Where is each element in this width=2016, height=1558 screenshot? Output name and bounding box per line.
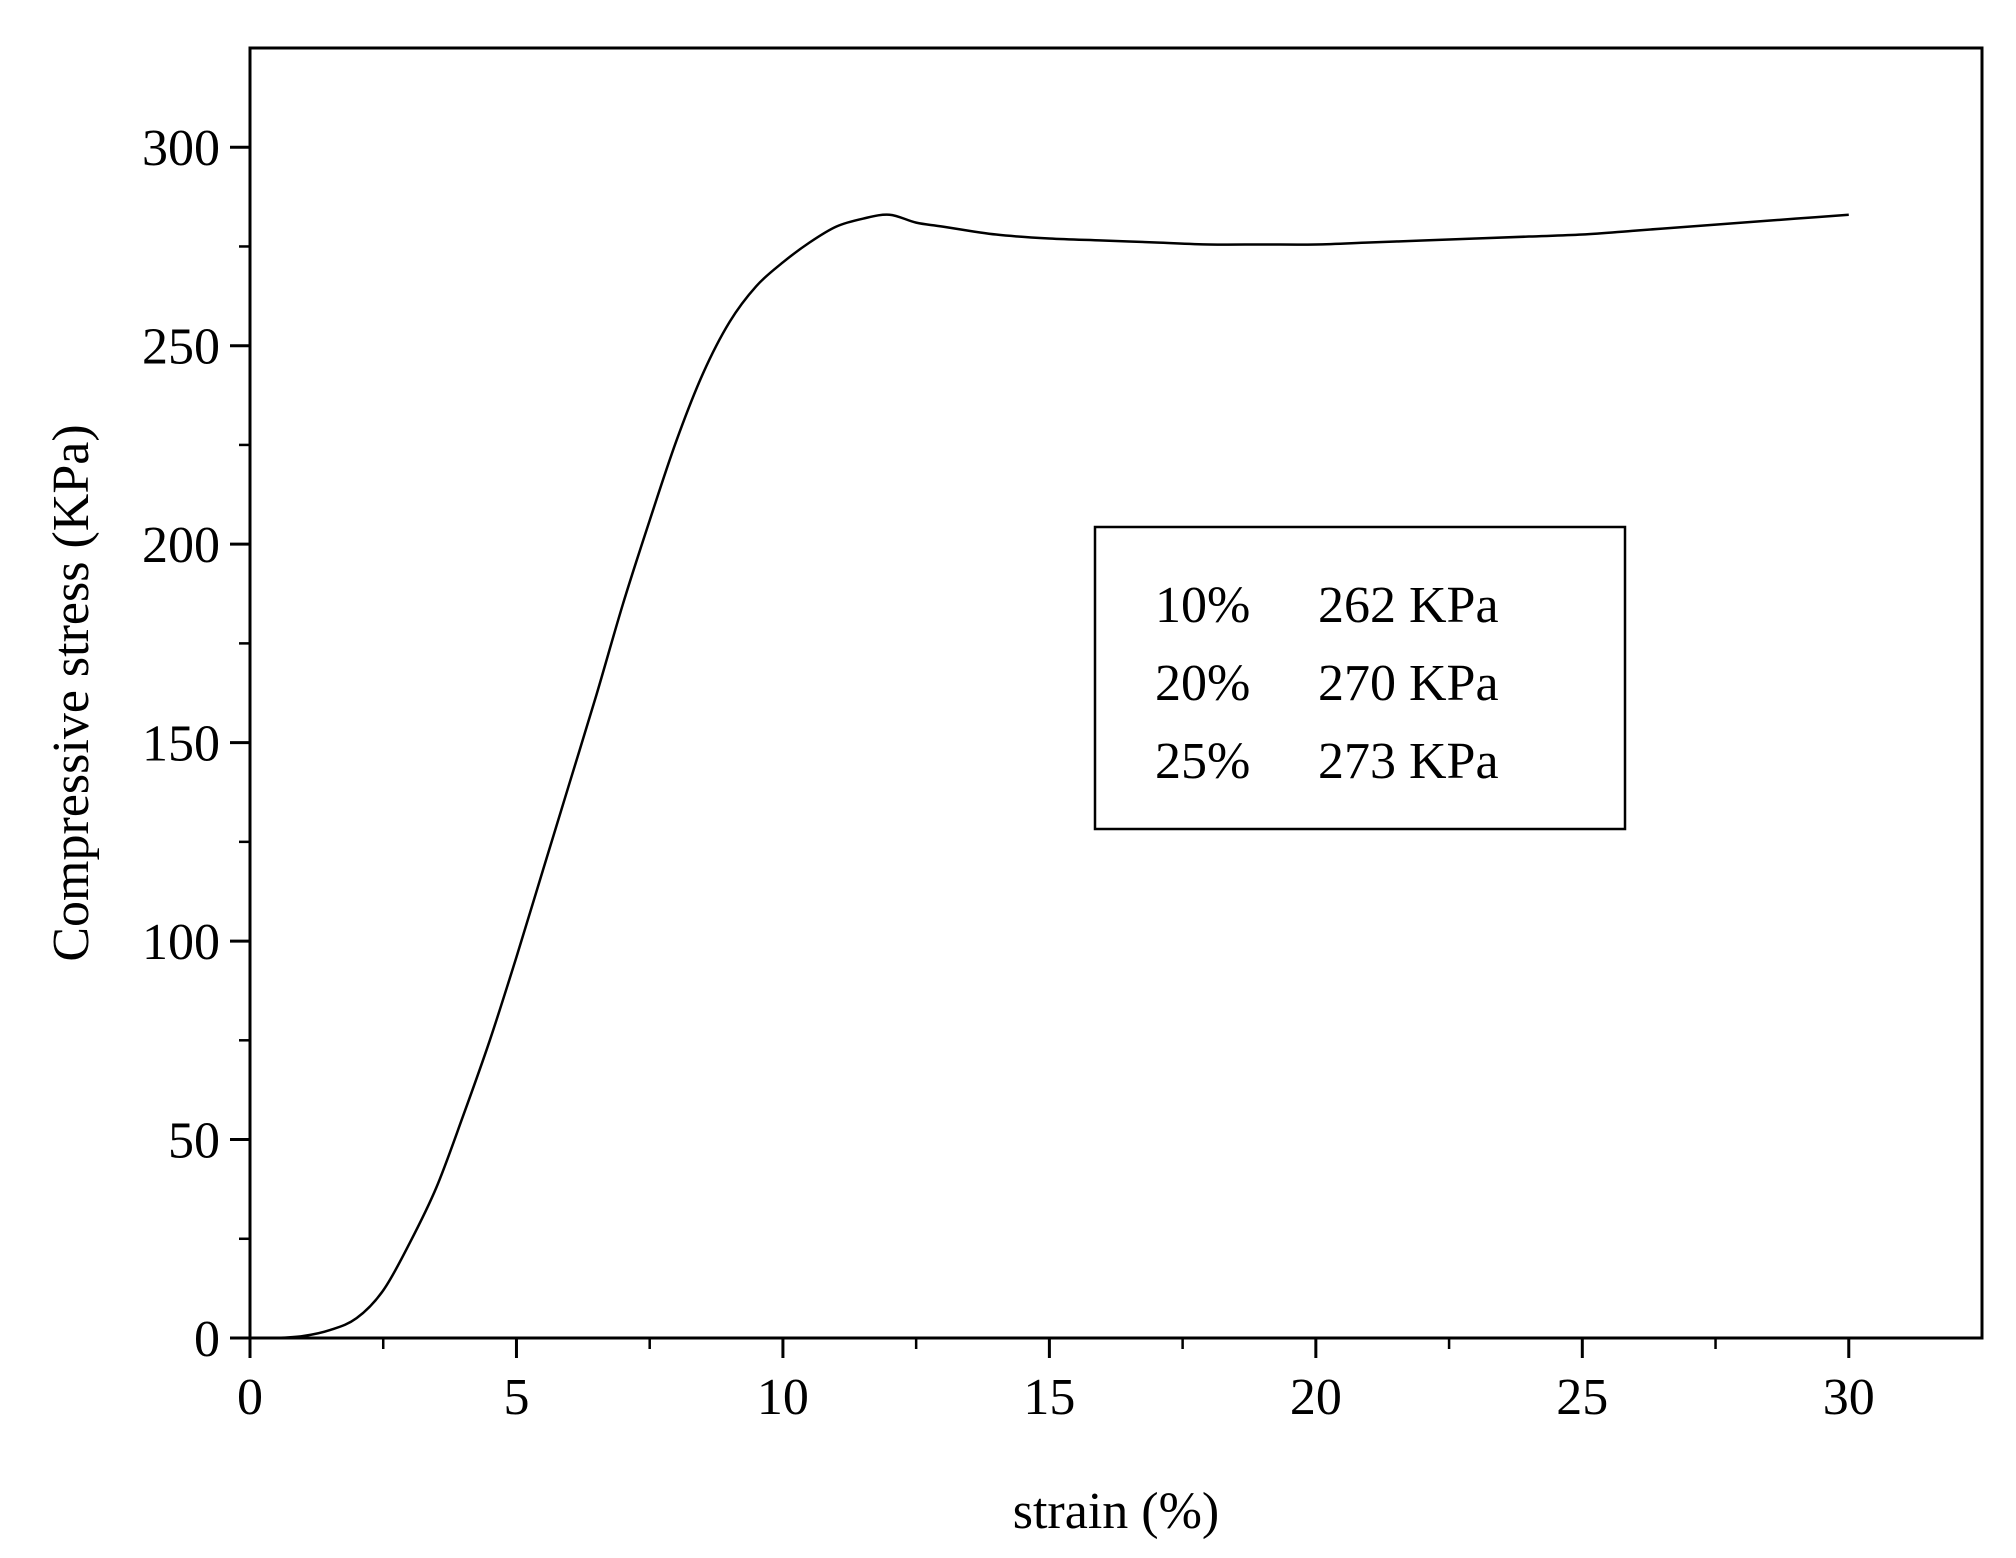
y-tick-label: 250 (142, 319, 220, 376)
x-tick-label: 0 (237, 1369, 263, 1426)
y-tick-label: 150 (142, 716, 220, 773)
x-tick-label: 10 (757, 1369, 809, 1426)
x-tick-label: 30 (1823, 1369, 1875, 1426)
legend-strain-3: 25% (1155, 733, 1250, 790)
y-tick-label: 200 (142, 517, 220, 574)
plot-frame (248, 46, 1984, 1340)
y-axis-title: Compressive stress (KPa) (43, 424, 100, 961)
legend-frame (1093, 525, 1627, 831)
y-tick-label: 100 (142, 914, 220, 971)
legend-stress-2: 270 KPa (1318, 655, 1499, 712)
x-tick-label: 15 (1023, 1369, 1075, 1426)
y-tick-label: 300 (142, 120, 220, 177)
legend-stress-1: 262 KPa (1318, 577, 1499, 634)
x-axis-title: strain (%) (1013, 1483, 1219, 1540)
legend-strain-2: 20% (1155, 655, 1250, 712)
x-axis: 0 5 10 15 20 25 30 (237, 1338, 1875, 1426)
x-tick-label: 5 (503, 1369, 529, 1426)
legend-box: 10% 262 KPa 20% 270 KPa 25% 273 KPa (1093, 525, 1627, 831)
y-axis: 0 50 100 150 200 250 300 (142, 120, 250, 1368)
y-tick-label: 0 (194, 1311, 220, 1368)
x-tick-label: 20 (1290, 1369, 1342, 1426)
legend-strain-1: 10% (1155, 577, 1250, 634)
y-tick-label: 50 (168, 1113, 220, 1170)
stress-strain-curve (249, 213, 1849, 1340)
x-tick-label: 25 (1556, 1369, 1608, 1426)
legend-stress-3: 273 KPa (1318, 733, 1499, 790)
